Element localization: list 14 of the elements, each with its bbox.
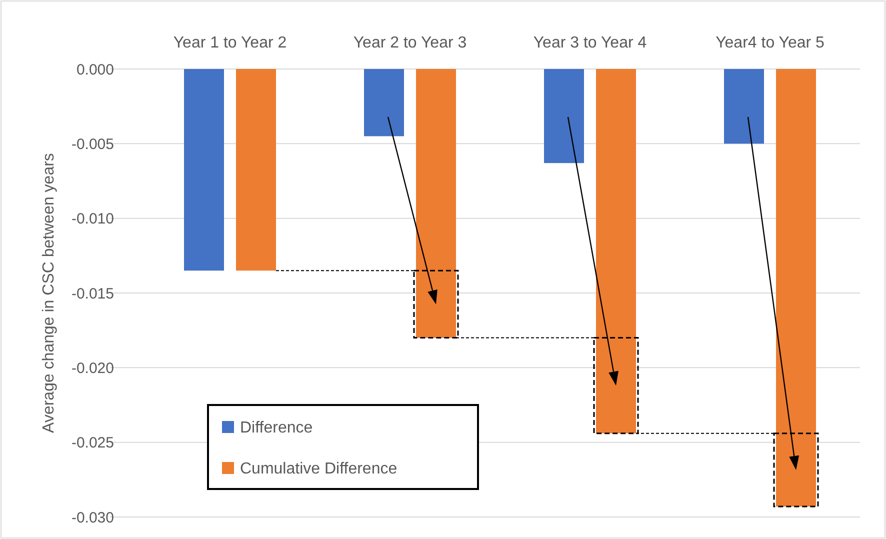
y-axis-title: Average change in CSC between years <box>40 153 58 433</box>
x-tick-label: Year 1 to Year 2 <box>173 34 287 52</box>
y-tick-label: 0.000 <box>76 61 114 78</box>
y-tick-label: -0.030 <box>71 509 114 526</box>
y-tick-label: -0.020 <box>71 360 114 377</box>
legend-label: Cumulative Difference <box>240 460 398 478</box>
y-tick-label: -0.025 <box>71 434 114 452</box>
y-tick-label: -0.005 <box>71 136 114 153</box>
x-tick-label: Year 2 to Year 3 <box>353 34 467 52</box>
y-tick-label: -0.010 <box>71 210 114 228</box>
x-tick-label: Year4 to Year 5 <box>716 34 825 52</box>
legend-label: Difference <box>240 420 313 437</box>
y-tick-label: -0.015 <box>71 285 114 302</box>
x-tick-label: Year 3 to Year 4 <box>533 34 647 52</box>
